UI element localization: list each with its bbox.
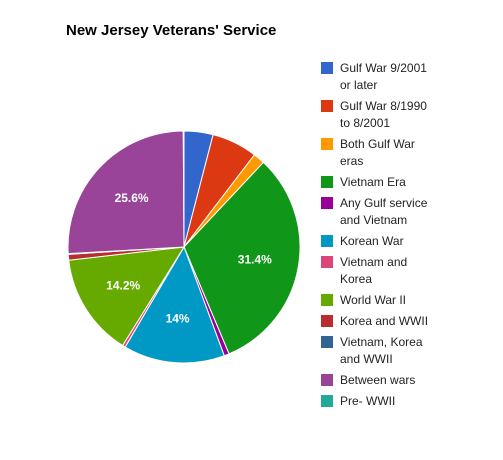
pie-slice [124,245,225,364]
slice-label: 31.4% [238,253,272,267]
legend-swatch [321,176,333,188]
legend-label: Both Gulf War [340,137,415,151]
legend-label: or later [340,78,378,92]
legend-label: Korea [340,272,373,286]
legend-swatch [321,197,333,209]
legend-item: World War II [321,292,503,313]
slice-label: 25.6% [115,191,149,205]
slice-label: 14.2% [106,278,140,292]
legend-item: Vietnam Era [321,174,503,195]
legend-label: and WWII [340,352,393,366]
pie-slice [183,161,301,355]
legend-swatch [321,62,333,74]
legend-label: Vietnam, Korea [340,335,423,349]
legend-label: Korea and WWII [340,314,429,328]
legend-item: Gulf War 8/1990 to 8/2001 [321,98,503,136]
legend-label: Vietnam and [340,255,408,269]
legend-item: Any Gulf service and Vietnam [321,195,503,233]
legend-label: Vietnam Era [340,175,406,189]
legend-label: Any Gulf service [340,196,428,210]
legend-swatch [321,235,333,247]
legend-label: World War II [340,293,407,307]
legend-label: eras [340,154,364,168]
legend-item: Pre- WWII [321,393,503,414]
legend-label: Between wars [340,373,416,387]
pie-slice [68,246,185,347]
legend-swatch [321,395,333,407]
legend-swatch [321,374,333,386]
chart-title: New Jersey Veterans' Service [66,22,277,39]
legend-swatch [321,256,333,268]
pie-slice [67,130,185,255]
legend-item: Gulf War 9/2001 or later [321,60,503,98]
legend-label: and Vietnam [340,213,408,227]
legend-item: Vietnam and Korea [321,254,503,292]
legend-item: Korean War [321,233,503,254]
legend-swatch [321,294,333,306]
legend-swatch [321,100,333,112]
legend-label: Gulf War 8/1990 [340,99,427,113]
legend: Gulf War 9/2001 or later Gulf War 8/1990 to… [321,60,503,414]
legend-item: Vietnam, Korea and WWII [321,334,503,372]
pie-slice [182,130,185,248]
legend-label: to 8/2001 [340,116,391,130]
legend-swatch [321,315,333,327]
legend-label: Gulf War 9/2001 [340,61,427,75]
legend-item: Korea and WWII [321,313,503,334]
legend-label: Korean War [340,234,404,248]
slice-label: 14% [166,312,190,326]
legend-item: Between wars [321,372,503,393]
legend-item: Both Gulf War eras [321,136,503,174]
legend-swatch [321,336,333,348]
legend-label: Pre- WWII [340,394,396,408]
legend-swatch [321,138,333,150]
